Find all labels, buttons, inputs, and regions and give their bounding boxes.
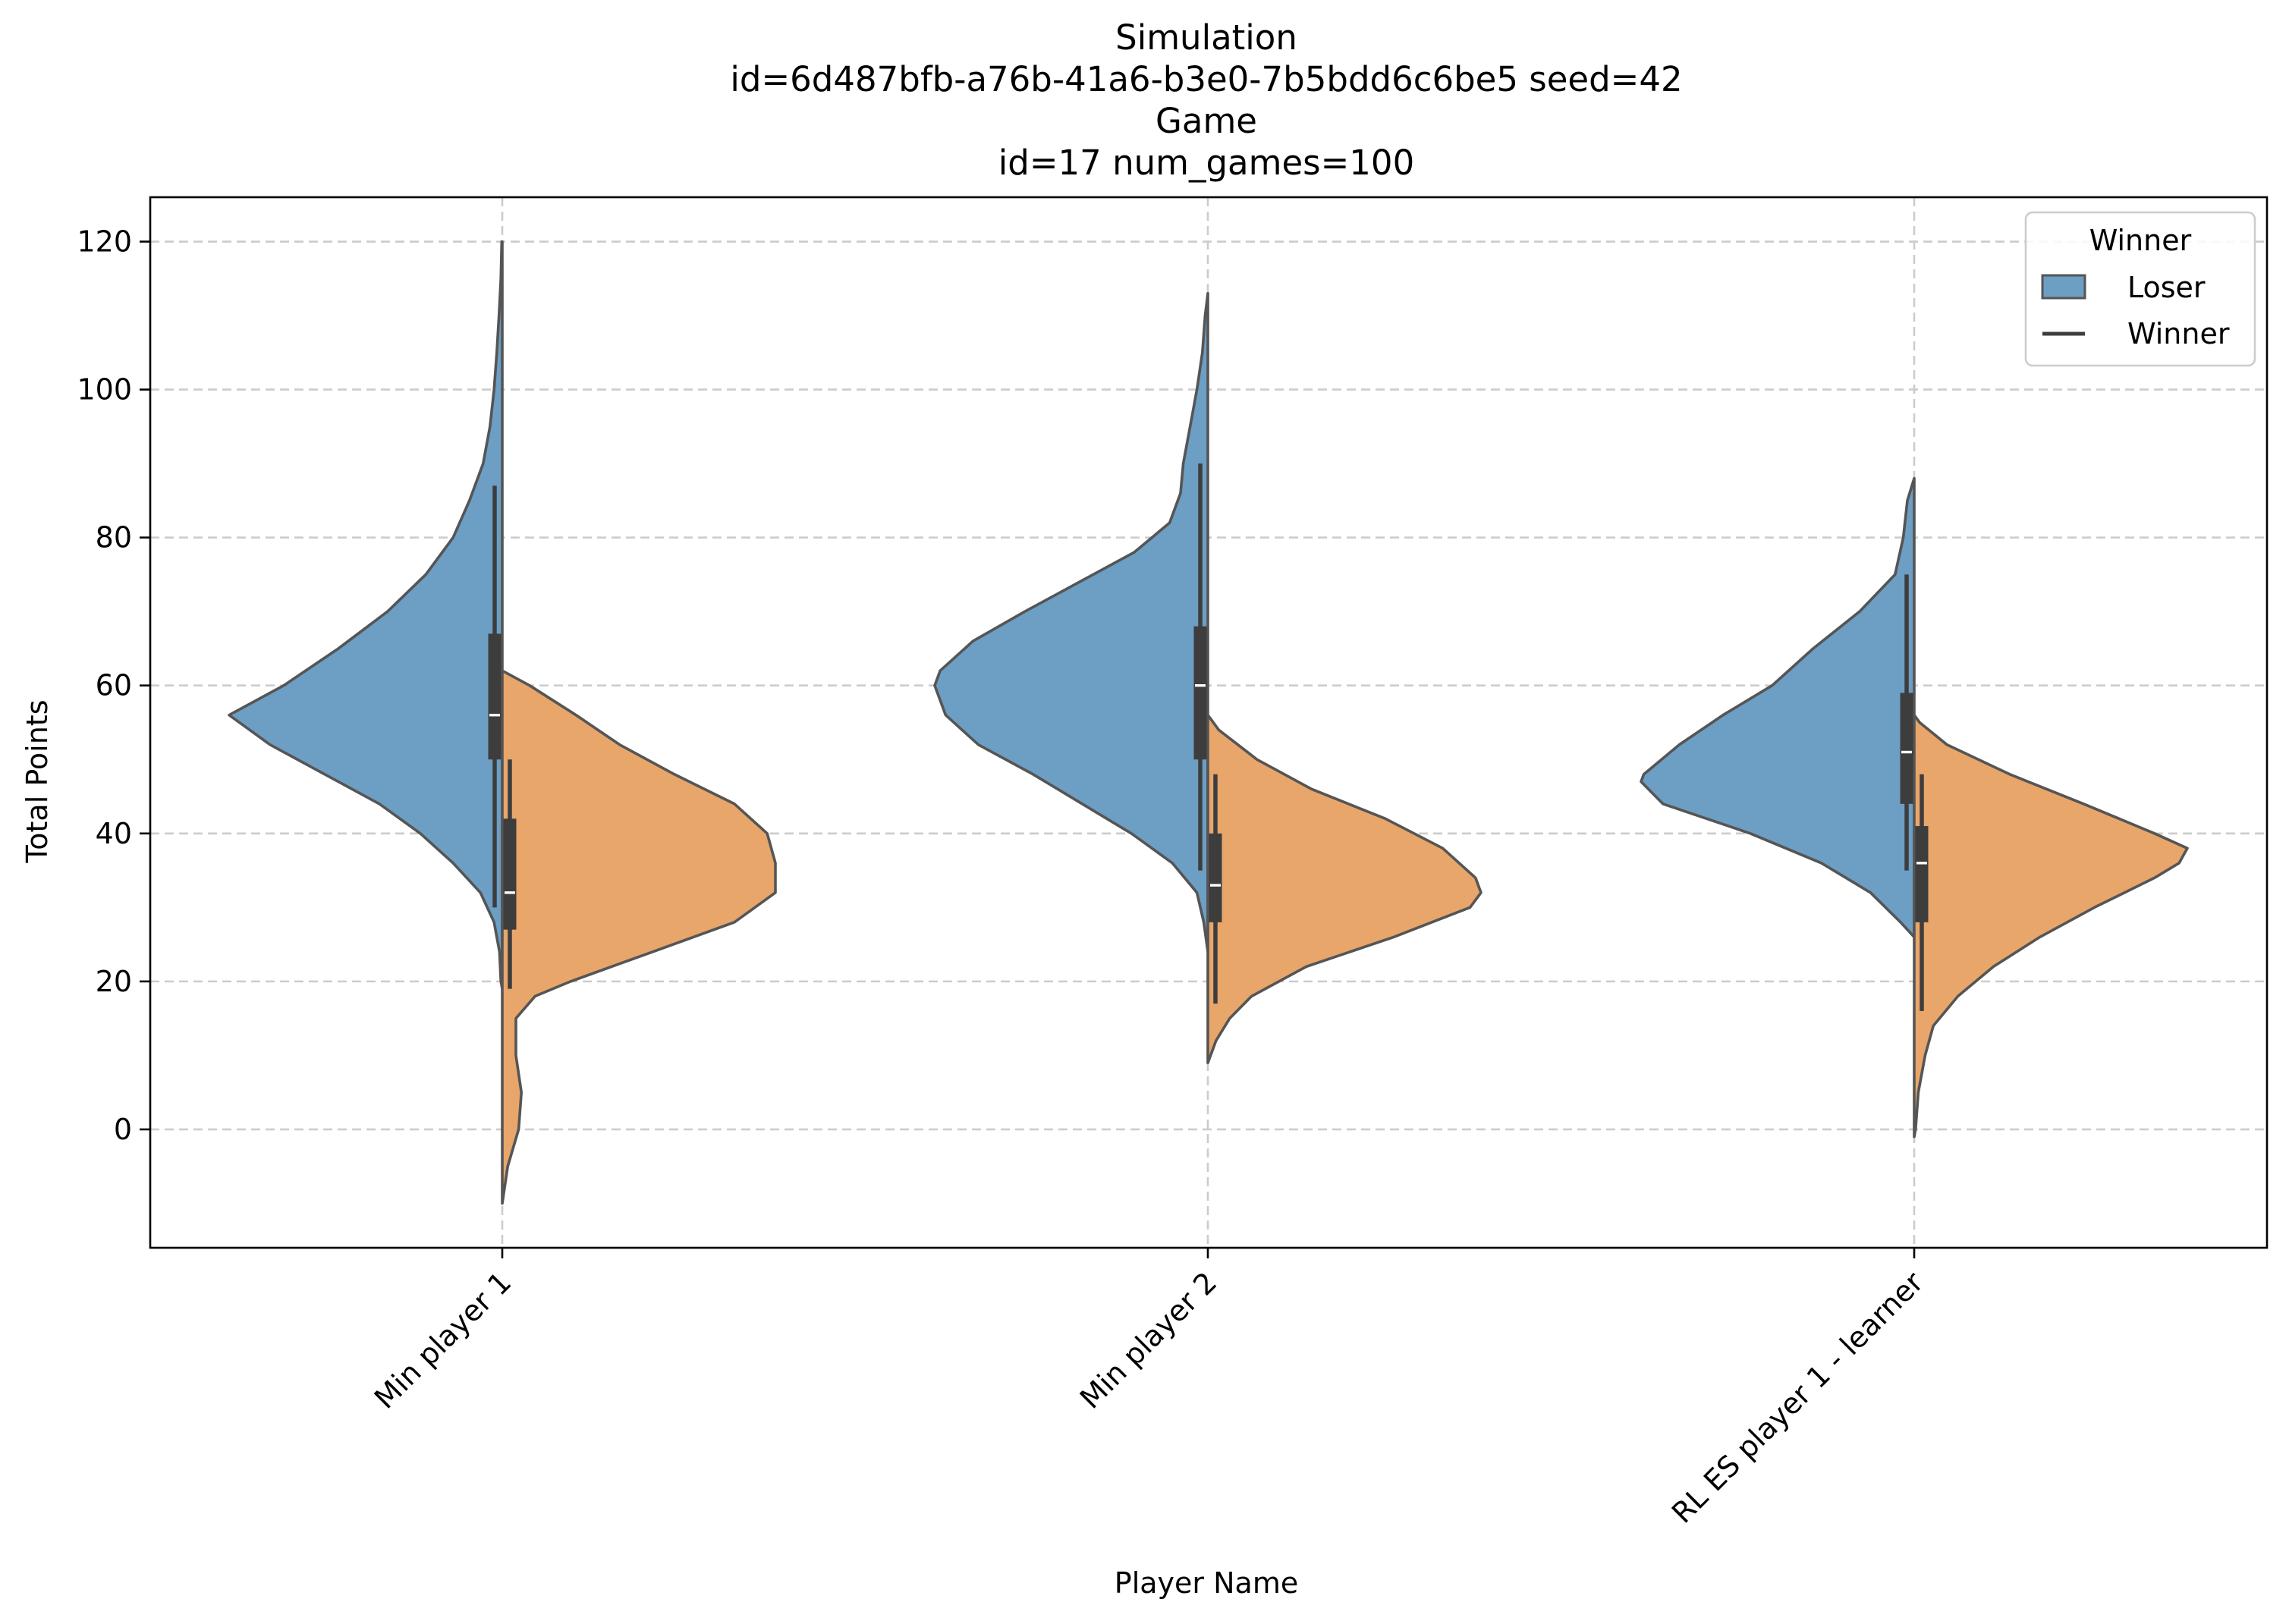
box-winner-min-player-1 — [503, 759, 517, 989]
box-loser-min-player-2 — [1193, 463, 1207, 871]
title-line-2: id=6d487bfb-a76b-41a6-b3e0-7b5bdd6c6be5 … — [730, 59, 1682, 99]
y-tick-label: 80 — [96, 521, 132, 554]
violins — [228, 240, 2189, 1205]
legend-loser-label: Loser — [2127, 271, 2206, 304]
box-iqr — [1915, 826, 1929, 922]
legend-winner-label: Winner — [2127, 317, 2230, 350]
box-loser-rl-es-player-1-learner — [1900, 574, 1913, 871]
title-line-1: Simulation — [1115, 17, 1297, 58]
legend-box — [2024, 211, 2256, 367]
y-tick-label: 100 — [77, 373, 132, 407]
box-loser-min-player-1 — [488, 485, 502, 908]
title-line-4: id=17 num_games=100 — [998, 143, 1414, 183]
y-axis-ticks: 0 20 40 60 80 100 120 — [77, 225, 150, 1146]
violin-winner-rl-es-player-1-learner — [1913, 713, 2189, 1139]
y-tick-label: 120 — [77, 225, 132, 259]
chart-title: Simulation id=6d487bfb-a76b-41a6-b3e0-7b… — [730, 17, 1682, 183]
box-iqr — [488, 633, 502, 760]
box-winner-min-player-2 — [1209, 774, 1222, 1004]
inner-boxplots — [488, 463, 1929, 1011]
box-iqr — [503, 818, 517, 930]
violin-loser-rl-es-player-1-learner — [1640, 476, 1916, 939]
violin-loser-min-player-2 — [933, 291, 1209, 953]
y-tick-label: 60 — [96, 669, 132, 702]
legend-title: Winner — [2089, 224, 2192, 257]
box-iqr — [1900, 693, 1913, 804]
y-tick-label: 0 — [114, 1113, 132, 1146]
box-iqr — [1209, 833, 1222, 922]
box-winner-rl-es-player-1-learner — [1915, 774, 1929, 1011]
violin-winner-min-player-1 — [501, 669, 777, 1205]
violin-loser-min-player-1 — [228, 240, 504, 991]
x-axis-label: Player Name — [1115, 1566, 1298, 1600]
legend: Winner Loser Winner — [2024, 211, 2256, 367]
legend-loser-swatch — [2041, 274, 2086, 300]
box-iqr — [1193, 626, 1207, 760]
y-tick-label: 40 — [96, 817, 132, 850]
title-line-3: Game — [1156, 101, 1257, 141]
y-tick-label: 20 — [96, 965, 132, 998]
y-axis-label: Total Points — [20, 700, 54, 864]
violin-winner-min-player-2 — [1206, 713, 1483, 1064]
